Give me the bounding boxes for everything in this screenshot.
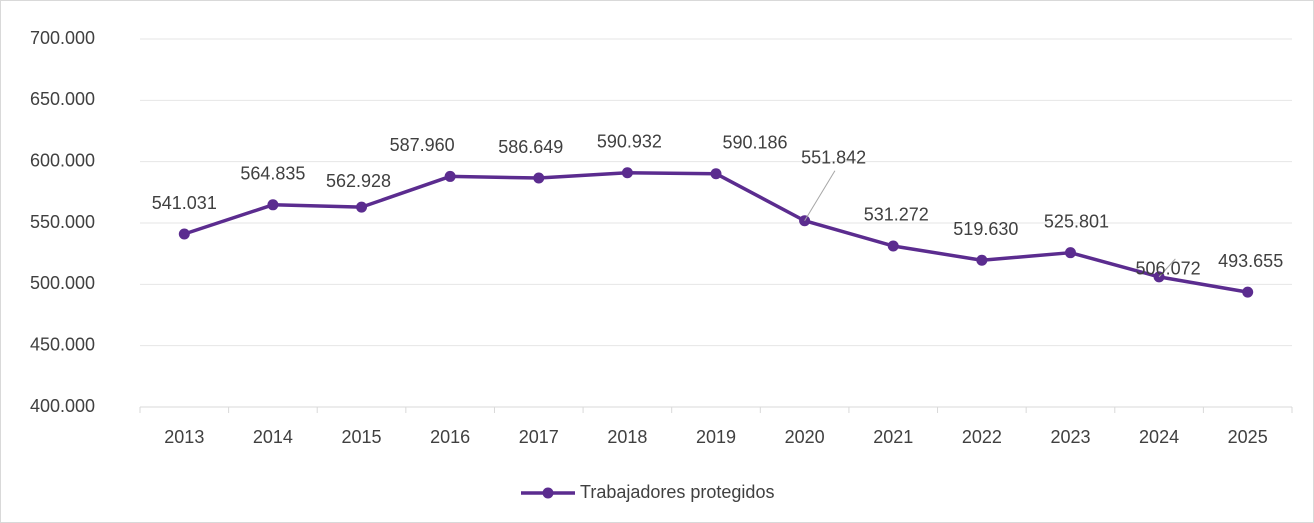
x-tick-label: 2019 bbox=[696, 427, 736, 447]
x-tick-label: 2018 bbox=[607, 427, 647, 447]
data-label: 586.649 bbox=[498, 137, 563, 157]
data-label: 541.031 bbox=[152, 193, 217, 213]
x-tick-label: 2014 bbox=[253, 427, 293, 447]
y-tick-label: 500.000 bbox=[30, 273, 95, 293]
data-label: 564.835 bbox=[240, 164, 305, 184]
x-tick-label: 2020 bbox=[785, 427, 825, 447]
data-point bbox=[1064, 247, 1076, 259]
data-label: 506.072 bbox=[1136, 259, 1201, 279]
data-point bbox=[621, 167, 633, 179]
leader-line bbox=[804, 170, 836, 221]
x-tick-label: 2016 bbox=[430, 427, 470, 447]
data-label: 531.272 bbox=[864, 205, 929, 225]
legend-label: Trabajadores protegidos bbox=[580, 482, 774, 502]
data-label: 551.842 bbox=[801, 147, 866, 167]
y-tick-label: 700.000 bbox=[30, 28, 95, 48]
data-label: 590.932 bbox=[597, 132, 662, 152]
data-label: 525.801 bbox=[1044, 211, 1109, 231]
data-label: 493.655 bbox=[1218, 251, 1283, 271]
data-point bbox=[267, 199, 279, 211]
data-point bbox=[976, 254, 988, 266]
data-point bbox=[710, 168, 722, 180]
y-tick-label: 600.000 bbox=[30, 150, 95, 170]
y-tick-label: 450.000 bbox=[30, 334, 95, 354]
x-tick-label: 2017 bbox=[519, 427, 559, 447]
data-label: 562.928 bbox=[326, 171, 391, 191]
y-tick-label: 550.000 bbox=[30, 212, 95, 232]
y-tick-label: 400.000 bbox=[30, 396, 95, 416]
y-tick-label: 650.000 bbox=[30, 89, 95, 109]
data-point bbox=[533, 172, 545, 184]
data-point bbox=[1242, 286, 1254, 298]
data-point bbox=[356, 201, 368, 213]
x-tick-label: 2022 bbox=[962, 427, 1002, 447]
x-tick-label: 2024 bbox=[1139, 427, 1179, 447]
data-label: 590.186 bbox=[722, 132, 787, 152]
legend-marker bbox=[542, 487, 554, 499]
x-tick-label: 2025 bbox=[1228, 427, 1268, 447]
x-tick-label: 2013 bbox=[164, 427, 204, 447]
leader-line bbox=[1158, 258, 1176, 278]
x-tick-label: 2023 bbox=[1050, 427, 1090, 447]
data-label: 587.960 bbox=[390, 135, 455, 155]
data-point bbox=[887, 240, 899, 252]
x-tick-label: 2021 bbox=[873, 427, 913, 447]
data-point bbox=[178, 228, 190, 240]
x-tick-label: 2015 bbox=[342, 427, 382, 447]
data-point bbox=[444, 170, 456, 182]
data-label: 519.630 bbox=[953, 219, 1018, 239]
